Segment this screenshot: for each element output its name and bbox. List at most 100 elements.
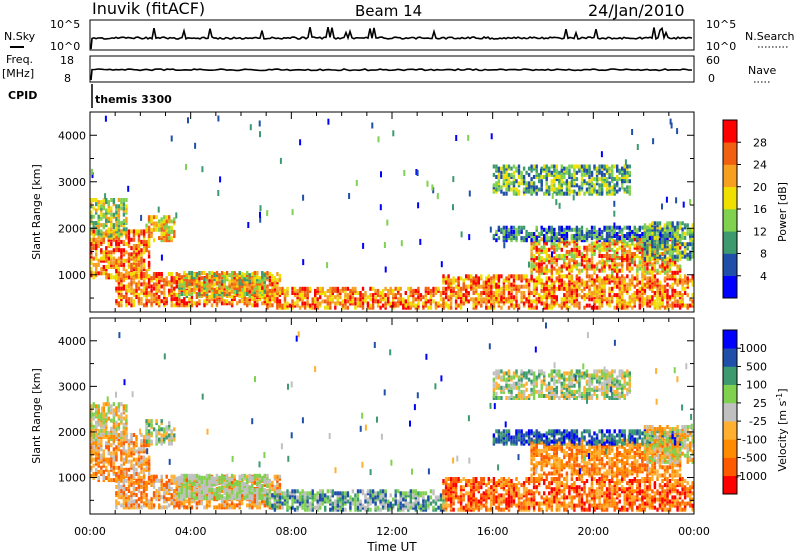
echo-cell bbox=[520, 229, 523, 234]
echo-cell bbox=[92, 428, 95, 433]
echo-cell bbox=[558, 238, 561, 243]
echo-cell bbox=[238, 275, 241, 280]
echo-cell bbox=[553, 170, 556, 175]
echo-cell bbox=[392, 303, 395, 308]
echo-cell bbox=[100, 258, 103, 263]
echo-cell bbox=[568, 249, 571, 254]
echo-cell bbox=[102, 469, 105, 474]
echo-cell bbox=[115, 299, 118, 304]
echo-cell bbox=[676, 128, 679, 135]
echo-cell bbox=[454, 303, 458, 308]
echo-cell bbox=[107, 461, 110, 466]
echo-cell bbox=[613, 222, 616, 229]
echo-cell bbox=[140, 282, 143, 287]
echo-cell bbox=[107, 210, 110, 215]
echo-cell bbox=[636, 288, 639, 293]
echo-cell bbox=[127, 480, 131, 485]
echo-cell bbox=[653, 244, 657, 249]
echo-cell bbox=[442, 276, 445, 281]
echo-cell bbox=[545, 185, 548, 190]
echo-cell bbox=[110, 451, 113, 456]
echo-cell bbox=[641, 282, 644, 287]
echo-cell bbox=[346, 305, 350, 310]
echo-cell bbox=[689, 227, 692, 232]
echo-cell bbox=[137, 447, 141, 452]
echo-cell bbox=[507, 295, 511, 300]
echo-cell bbox=[163, 299, 166, 304]
echo-cell bbox=[125, 276, 128, 281]
echo-cell bbox=[424, 297, 428, 302]
echo-cell bbox=[417, 202, 420, 209]
echo-cell bbox=[507, 278, 511, 283]
echo-cell bbox=[117, 295, 121, 299]
echo-cell bbox=[608, 181, 611, 186]
echo-cell bbox=[485, 288, 488, 293]
echo-cell bbox=[160, 217, 163, 222]
echo-cell bbox=[115, 206, 118, 211]
echo-cell bbox=[117, 262, 121, 267]
echo-cell bbox=[512, 236, 516, 241]
echo-cell bbox=[122, 258, 126, 263]
echo-cell bbox=[585, 280, 589, 285]
echo-cell bbox=[92, 435, 95, 439]
echo-cell bbox=[155, 278, 158, 283]
echo-cell bbox=[468, 234, 471, 241]
echo-cell bbox=[512, 189, 516, 194]
echo-cell bbox=[296, 288, 299, 293]
echo-cell bbox=[600, 260, 604, 265]
echo-cell bbox=[454, 284, 458, 289]
echo-cell bbox=[560, 185, 563, 190]
echo-cell bbox=[293, 288, 297, 293]
echo-cell bbox=[500, 291, 503, 295]
echo-cell bbox=[276, 284, 279, 289]
echo-cell bbox=[608, 185, 611, 190]
echo-cell bbox=[379, 299, 382, 304]
echo-cell bbox=[575, 303, 579, 308]
echo-cell bbox=[92, 437, 95, 442]
echo-cell bbox=[517, 175, 521, 179]
echo-cell bbox=[598, 260, 601, 265]
echo-cell bbox=[651, 238, 654, 242]
echo-cell bbox=[548, 284, 551, 289]
echo-cell bbox=[653, 293, 657, 298]
echo-cell bbox=[251, 289, 254, 294]
echo-cell bbox=[160, 487, 163, 491]
echo-cell bbox=[575, 183, 579, 188]
echo-cell bbox=[117, 301, 121, 306]
echo-cell bbox=[137, 503, 141, 508]
echo-cell bbox=[590, 232, 594, 236]
echo-cell bbox=[570, 274, 574, 279]
echo-cell bbox=[689, 297, 692, 302]
echo-cell bbox=[130, 441, 133, 446]
echo-cell bbox=[163, 487, 166, 491]
echo-cell bbox=[540, 247, 543, 252]
echo-cell bbox=[668, 235, 672, 240]
echo-cell bbox=[613, 305, 616, 310]
echo-cell bbox=[588, 175, 591, 179]
echo-cell bbox=[444, 286, 448, 291]
echo-cell bbox=[515, 229, 518, 234]
echo-cell bbox=[105, 476, 108, 480]
echo-cell bbox=[532, 166, 536, 171]
echo-cell bbox=[447, 282, 450, 287]
echo-cell bbox=[636, 291, 639, 295]
echo-cell bbox=[646, 266, 649, 271]
echo-cell bbox=[462, 293, 465, 298]
echo-cell bbox=[412, 293, 415, 298]
echo-cell bbox=[616, 181, 619, 186]
echo-cell bbox=[578, 236, 581, 241]
echo-cell bbox=[150, 288, 153, 293]
echo-cell bbox=[631, 282, 634, 287]
echo-cell bbox=[115, 239, 118, 244]
echo-cell bbox=[152, 276, 156, 281]
echo-cell bbox=[500, 229, 503, 234]
echo-cell bbox=[236, 277, 239, 282]
echo-cell bbox=[568, 258, 571, 263]
echo-cell bbox=[104, 115, 107, 122]
echo-cell bbox=[570, 301, 574, 306]
echo-cell bbox=[120, 299, 123, 304]
echo-cell bbox=[220, 279, 224, 284]
echo-cell bbox=[107, 233, 110, 238]
echo-cell bbox=[535, 227, 538, 232]
echo-cell bbox=[122, 227, 126, 232]
